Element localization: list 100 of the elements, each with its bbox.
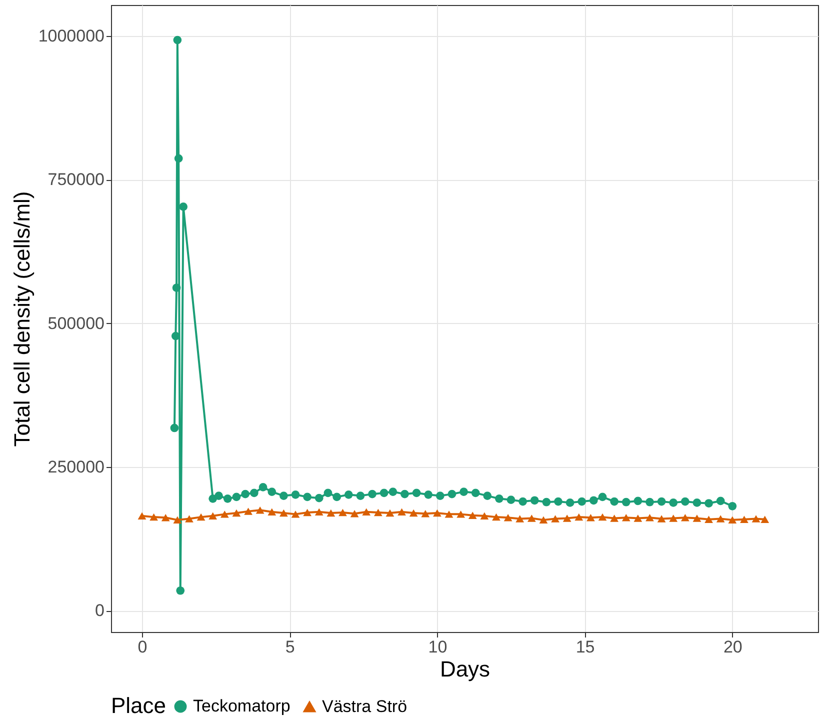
point (398, 508, 406, 516)
point (495, 494, 504, 503)
y-tick-label: 750000 (48, 170, 104, 190)
point (562, 514, 572, 522)
point (232, 509, 241, 517)
point (598, 513, 607, 521)
point (516, 515, 524, 522)
point (344, 490, 353, 499)
point (303, 508, 312, 516)
point (646, 514, 654, 522)
point (362, 508, 371, 516)
point (610, 497, 618, 506)
point (433, 509, 442, 517)
point (436, 492, 444, 500)
y-tick-label: 1000000 (38, 26, 104, 46)
y-axis-title: Total cell density (cells/ml) (9, 191, 34, 447)
point (244, 508, 252, 515)
point (669, 498, 678, 507)
point (174, 154, 183, 163)
point (161, 514, 170, 522)
y-tick-label: 250000 (48, 458, 104, 477)
point (324, 488, 332, 498)
point (518, 497, 527, 506)
point (258, 483, 268, 492)
point (728, 516, 737, 524)
point (185, 515, 194, 522)
point (752, 515, 760, 522)
point (444, 510, 454, 518)
point (622, 498, 630, 506)
point (196, 513, 206, 521)
point (326, 509, 336, 517)
point (150, 513, 158, 521)
point (303, 492, 312, 502)
x-tick-label: 10 (428, 638, 448, 656)
point (566, 498, 574, 507)
point (680, 497, 690, 506)
point (291, 490, 300, 499)
x-tick-label: 15 (576, 638, 595, 656)
point (214, 492, 223, 500)
point (574, 513, 584, 521)
point (374, 508, 382, 516)
point (527, 514, 536, 522)
x-tick-label: 5 (285, 638, 295, 656)
point (268, 488, 276, 496)
point (471, 488, 480, 498)
point (578, 497, 586, 506)
point (598, 492, 607, 502)
point (170, 424, 179, 432)
point (634, 514, 642, 522)
legend-label: Västra Strö (322, 696, 408, 716)
point (657, 497, 666, 506)
point (208, 512, 218, 520)
point (646, 498, 654, 506)
point (692, 498, 702, 507)
point (760, 516, 770, 523)
point (356, 492, 365, 500)
point (704, 516, 713, 523)
point (280, 492, 288, 500)
point (483, 492, 492, 500)
point (530, 496, 539, 505)
point (468, 512, 477, 519)
point (716, 515, 725, 522)
point (740, 516, 748, 523)
point (314, 508, 324, 516)
point (250, 488, 258, 498)
point (386, 509, 394, 517)
point (704, 499, 713, 508)
legend-label: Teckomatorp (193, 696, 290, 716)
point (554, 497, 562, 506)
point (338, 508, 347, 516)
point (460, 488, 468, 496)
point (173, 516, 182, 524)
point (223, 494, 232, 503)
point (179, 202, 188, 211)
point (692, 514, 702, 522)
point (551, 515, 560, 522)
point (400, 490, 409, 498)
point (332, 492, 342, 502)
point (412, 488, 421, 498)
point (492, 513, 500, 521)
point (280, 509, 288, 517)
point (669, 514, 678, 522)
point (680, 514, 690, 522)
point (634, 496, 642, 506)
y-tick-label: 0 (95, 601, 104, 620)
point (456, 510, 465, 518)
point (380, 488, 388, 498)
point (350, 510, 359, 518)
point (480, 512, 489, 520)
point (314, 494, 324, 502)
point (268, 508, 276, 516)
point (589, 496, 598, 505)
point (504, 514, 512, 522)
point (138, 512, 146, 520)
point (232, 492, 241, 502)
point (657, 515, 666, 522)
x-tick-label: 0 (138, 638, 148, 656)
point (291, 510, 300, 518)
point (542, 498, 551, 506)
point (448, 490, 456, 498)
